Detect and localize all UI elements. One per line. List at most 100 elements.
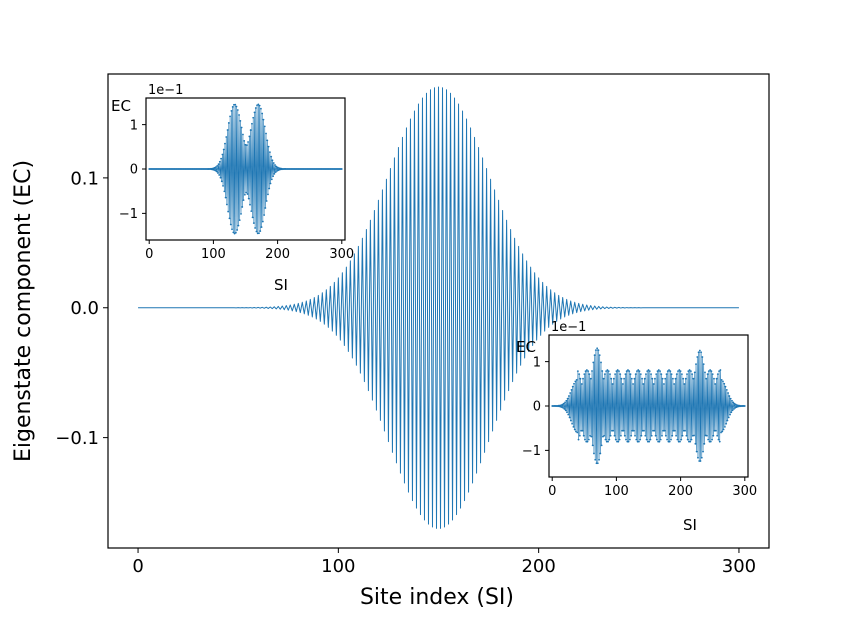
- series-point: [566, 411, 568, 414]
- series-point: [232, 231, 235, 234]
- series-point: [712, 434, 715, 437]
- main-x-ticks: 0 100 200 300: [132, 548, 756, 577]
- series-point: [573, 428, 576, 431]
- series-point: [600, 444, 603, 447]
- series-point: [651, 377, 654, 380]
- main-x-axis-label: Site index (SI): [360, 585, 514, 610]
- series-point: [640, 434, 643, 437]
- series-point: [590, 435, 593, 438]
- series-point: [267, 193, 269, 196]
- x-tick-label: 0: [132, 556, 143, 577]
- series-point: [614, 373, 617, 376]
- series-point: [661, 434, 663, 437]
- series-point: [722, 428, 725, 431]
- series-point: [654, 377, 656, 380]
- series-point: [616, 369, 619, 371]
- series-point: [577, 438, 580, 441]
- series-point: [251, 122, 253, 125]
- series-point: [627, 440, 630, 443]
- series-point: [605, 440, 608, 443]
- series-point: [725, 388, 728, 391]
- inset-bottom-right-x-ticks: 0 100 200 300: [548, 477, 757, 499]
- series-point: [643, 429, 645, 432]
- series-point: [668, 440, 671, 443]
- series-point: [715, 377, 718, 380]
- series-point: [641, 429, 644, 432]
- series-point: [695, 450, 698, 453]
- series-point: [700, 456, 703, 459]
- series-point: [608, 438, 611, 441]
- series-point: [615, 370, 618, 373]
- series-point: [607, 370, 610, 373]
- series-point: [599, 452, 602, 455]
- series-point: [254, 227, 257, 229]
- x-tick-label: 300: [722, 556, 756, 577]
- series-point: [630, 377, 633, 380]
- series-point: [229, 223, 232, 226]
- series-point: [215, 170, 218, 173]
- series-point: [270, 178, 273, 181]
- series-point: [703, 442, 706, 445]
- series-point: [671, 377, 674, 380]
- series-point: [621, 383, 624, 385]
- series-point: [596, 462, 599, 465]
- series-point: [582, 434, 585, 437]
- series-point: [634, 373, 637, 376]
- x-tick-label: 300: [329, 247, 354, 262]
- series-point: [564, 409, 567, 412]
- series-point: [233, 232, 236, 235]
- series-point: [214, 169, 217, 172]
- series-point: [727, 416, 730, 419]
- series-point: [271, 159, 274, 162]
- series-point: [646, 370, 649, 373]
- series-point: [673, 429, 676, 432]
- series-point: [730, 411, 733, 414]
- series-point: [643, 377, 646, 380]
- series-point: [646, 440, 649, 443]
- inset-bottom-right: 0 100 200 300 −1 0 1 1e−1 EC SI: [516, 320, 757, 534]
- series-point: [683, 383, 686, 385]
- series-point: [645, 438, 648, 441]
- series-point: [655, 438, 658, 441]
- series-point: [672, 429, 675, 432]
- series-point: [216, 164, 219, 167]
- series-point: [221, 153, 224, 156]
- inset-top-left-x-ticks: 0 100 200 300: [145, 240, 354, 262]
- series-point: [594, 458, 597, 461]
- series-point: [709, 369, 712, 371]
- series-point: [220, 157, 223, 160]
- series-point: [242, 199, 245, 202]
- series-point: [223, 190, 226, 193]
- series-point: [732, 401, 735, 404]
- series-point: [581, 429, 584, 432]
- inset-top-left-y-ticks: −1 0 1: [119, 118, 146, 222]
- series-point: [594, 349, 597, 351]
- series-point: [565, 399, 568, 402]
- series-point: [667, 440, 670, 443]
- series-point: [229, 115, 231, 118]
- series-point: [631, 429, 634, 432]
- series-point: [236, 229, 239, 231]
- series-point: [658, 440, 661, 443]
- series-point: [571, 385, 574, 388]
- inset-top-left-offset-text: 1e−1: [148, 83, 183, 98]
- series-point: [625, 438, 627, 441]
- series-point: [259, 230, 262, 232]
- series-point: [677, 440, 680, 443]
- series-point: [642, 383, 645, 385]
- main-plot-frame: [107, 73, 770, 549]
- series-point: [272, 162, 275, 164]
- series-point: [650, 434, 653, 437]
- series-point: [218, 174, 221, 176]
- series-point: [677, 370, 679, 373]
- series-point: [231, 228, 233, 231]
- x-tick-label: 200: [668, 484, 693, 499]
- series-point: [566, 397, 569, 400]
- series-point: [628, 370, 631, 373]
- series-point: [633, 377, 636, 380]
- series-point: [606, 369, 609, 371]
- series-point: [276, 170, 278, 172]
- series-point: [659, 438, 662, 441]
- series-point: [669, 370, 672, 373]
